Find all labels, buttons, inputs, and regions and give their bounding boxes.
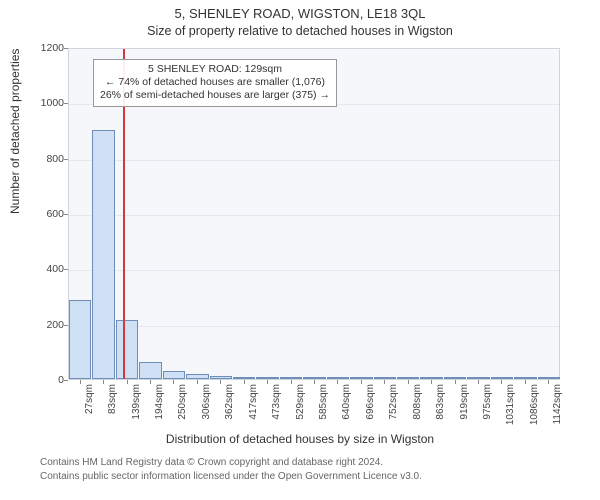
annotation-line: 26% of semi-detached houses are larger (… bbox=[100, 89, 330, 102]
histogram-bar bbox=[444, 377, 466, 379]
histogram-bar bbox=[233, 377, 255, 379]
histogram-bar bbox=[256, 377, 278, 379]
x-tick-mark bbox=[431, 380, 432, 384]
histogram-bar bbox=[163, 371, 185, 379]
y-tick-label: 600 bbox=[34, 208, 64, 220]
histogram-bar bbox=[210, 376, 232, 379]
x-tick-mark bbox=[384, 380, 385, 384]
x-tick-label: 83sqm bbox=[107, 384, 118, 432]
footer-attribution: Contains HM Land Registry data © Crown c… bbox=[40, 456, 422, 483]
x-tick-mark bbox=[337, 380, 338, 384]
page-title: 5, SHENLEY ROAD, WIGSTON, LE18 3QL bbox=[0, 6, 600, 21]
x-tick-mark bbox=[361, 380, 362, 384]
x-tick-label: 919sqm bbox=[459, 384, 470, 432]
x-tick-mark bbox=[267, 380, 268, 384]
x-tick-label: 194sqm bbox=[154, 384, 165, 432]
histogram-bar bbox=[92, 130, 114, 379]
y-tick-mark bbox=[64, 269, 68, 270]
histogram-bar bbox=[374, 377, 396, 379]
annotation-line: 5 SHENLEY ROAD: 129sqm bbox=[100, 63, 330, 76]
y-tick-mark bbox=[64, 48, 68, 49]
y-tick-label: 800 bbox=[34, 153, 64, 165]
x-tick-label: 362sqm bbox=[224, 384, 235, 432]
x-tick-label: 27sqm bbox=[84, 384, 95, 432]
x-tick-mark bbox=[525, 380, 526, 384]
y-tick-mark bbox=[64, 325, 68, 326]
annotation-line: ← 74% of detached houses are smaller (1,… bbox=[100, 76, 330, 89]
x-tick-label: 1086sqm bbox=[529, 384, 540, 432]
x-tick-mark bbox=[548, 380, 549, 384]
x-tick-mark bbox=[127, 380, 128, 384]
chart-plot-area: 5 SHENLEY ROAD: 129sqm← 74% of detached … bbox=[68, 48, 560, 380]
x-axis-label: Distribution of detached houses by size … bbox=[0, 432, 600, 446]
x-tick-label: 529sqm bbox=[295, 384, 306, 432]
x-tick-mark bbox=[408, 380, 409, 384]
x-tick-mark bbox=[501, 380, 502, 384]
x-tick-mark bbox=[478, 380, 479, 384]
y-tick-mark bbox=[64, 380, 68, 381]
y-tick-mark bbox=[64, 103, 68, 104]
histogram-bar bbox=[397, 377, 419, 379]
gridline bbox=[69, 215, 559, 216]
x-tick-label: 306sqm bbox=[201, 384, 212, 432]
y-tick-mark bbox=[64, 214, 68, 215]
x-tick-mark bbox=[291, 380, 292, 384]
x-tick-label: 139sqm bbox=[131, 384, 142, 432]
x-tick-mark bbox=[173, 380, 174, 384]
x-tick-mark bbox=[80, 380, 81, 384]
y-tick-label: 400 bbox=[34, 263, 64, 275]
gridline bbox=[69, 326, 559, 327]
gridline bbox=[69, 160, 559, 161]
histogram-bar bbox=[420, 377, 442, 379]
y-tick-label: 0 bbox=[34, 374, 64, 386]
x-tick-mark bbox=[244, 380, 245, 384]
x-tick-label: 696sqm bbox=[365, 384, 376, 432]
histogram-bar bbox=[280, 377, 302, 379]
x-tick-mark bbox=[314, 380, 315, 384]
x-tick-label: 473sqm bbox=[271, 384, 282, 432]
x-tick-label: 250sqm bbox=[177, 384, 188, 432]
x-tick-label: 752sqm bbox=[388, 384, 399, 432]
histogram-bar bbox=[186, 374, 208, 379]
y-tick-label: 1200 bbox=[34, 42, 64, 54]
page-subtitle: Size of property relative to detached ho… bbox=[0, 24, 600, 38]
x-tick-label: 585sqm bbox=[318, 384, 329, 432]
histogram-bar bbox=[491, 377, 513, 379]
histogram-bar bbox=[350, 377, 372, 379]
y-axis-label: Number of detached properties bbox=[8, 49, 22, 214]
histogram-bar bbox=[116, 320, 138, 379]
x-tick-mark bbox=[150, 380, 151, 384]
y-tick-label: 200 bbox=[34, 319, 64, 331]
y-tick-label: 1000 bbox=[34, 97, 64, 109]
histogram-bar bbox=[327, 377, 349, 379]
gridline bbox=[69, 270, 559, 271]
x-tick-label: 1031sqm bbox=[505, 384, 516, 432]
x-tick-mark bbox=[220, 380, 221, 384]
x-tick-label: 808sqm bbox=[412, 384, 423, 432]
histogram-bar bbox=[303, 377, 325, 379]
footer-line2: Contains public sector information licen… bbox=[40, 470, 422, 484]
x-tick-mark bbox=[455, 380, 456, 384]
histogram-bar bbox=[139, 362, 161, 379]
histogram-bar bbox=[538, 377, 560, 379]
x-tick-mark bbox=[197, 380, 198, 384]
histogram-bar bbox=[514, 377, 536, 379]
annotation-box: 5 SHENLEY ROAD: 129sqm← 74% of detached … bbox=[93, 59, 337, 107]
footer-line1: Contains HM Land Registry data © Crown c… bbox=[40, 456, 422, 470]
y-tick-mark bbox=[64, 159, 68, 160]
x-tick-label: 863sqm bbox=[435, 384, 446, 432]
x-tick-mark bbox=[103, 380, 104, 384]
x-tick-label: 1142sqm bbox=[552, 384, 563, 432]
x-tick-label: 640sqm bbox=[341, 384, 352, 432]
x-tick-label: 975sqm bbox=[482, 384, 493, 432]
histogram-bar bbox=[69, 300, 91, 379]
histogram-bar bbox=[467, 377, 489, 379]
x-tick-label: 417sqm bbox=[248, 384, 259, 432]
